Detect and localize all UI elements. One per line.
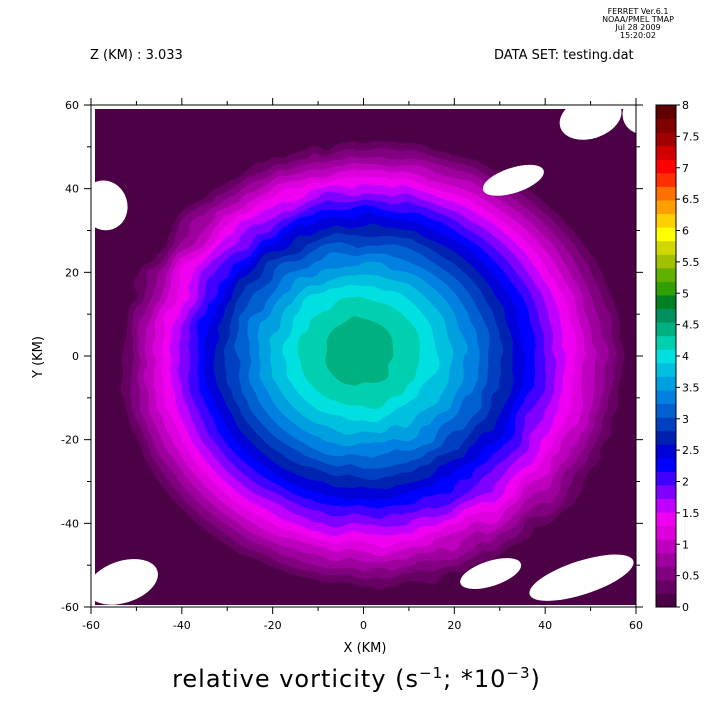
colorbar-swatch [656,118,676,133]
colorbar-swatch [656,240,676,255]
colorbar-swatch [656,403,676,418]
colorbar-swatch [656,308,676,323]
x-axis-label: X (KM) [344,641,387,656]
colorbar-swatch [656,294,676,310]
colorbar-swatch [656,335,676,350]
x-tick-label: 40 [538,619,552,632]
title-exponent-1: −1 [419,664,444,682]
x-tick-label: 0 [360,619,367,632]
colorbar-swatch [656,484,676,499]
title-exponent-2: −3 [506,664,531,682]
undefined-region [529,554,634,601]
colorbar-swatch [656,322,676,337]
colorbar-swatch [656,417,676,432]
colorbar-swatch [656,593,676,608]
colorbar-label: 5 [682,287,689,300]
axes: -60 -40 -20 0 20 40 60 -60 -40 -20 0 20 40 60 [61,98,643,632]
undefined-region [460,558,522,589]
colorbar-swatch [656,457,676,472]
colorbar: 0 0.5 1 1.5 2 2.5 3 3.5 4 4.5 5 5.5 6 6.5 7 7.5 8 [655,99,700,614]
undefined-region [482,164,544,196]
colorbar-label: 6 [682,225,689,238]
colorbar-swatch [656,281,676,296]
x-tick-label: -60 [82,619,100,632]
contour-band [321,319,397,385]
colorbar-swatch [656,227,676,242]
colorbar-swatch [656,430,676,445]
ferret-timestamp: Jul 28 2009 15:20:02 [615,23,661,40]
colorbar-label: 6.5 [682,193,700,206]
colorbar-swatch [656,579,676,594]
x-tick-label: 20 [447,619,461,632]
colorbar-label: 4 [682,350,689,363]
colorbar-label: 7.5 [682,130,700,143]
y-tick-label: 0 [72,350,79,363]
dataset-label: DATA SET: testing.dat [494,48,634,63]
colorbar-swatch [656,362,676,377]
colorbar-label: 7 [682,162,689,175]
title-text: relative vorticity (s [172,665,420,693]
ferret-org: NOAA/PMEL TMAP [602,15,674,24]
colorbar-label: 2.5 [682,444,700,457]
colorbar-label: 3.5 [682,381,700,394]
y-axis-label: Y (KM) [31,336,46,379]
colorbar-swatch [656,186,676,201]
colorbar-swatch [656,199,676,215]
colorbar-swatch [656,471,676,486]
colorbar-swatch [656,512,676,527]
ferret-version: FERRET Ver.6.1 [607,7,669,16]
colorbar-label: 0 [682,601,689,614]
colorbar-label: 2 [682,476,689,489]
y-tick-label: 20 [65,266,79,279]
undefined-region [559,109,622,140]
x-tick-label: -40 [173,619,191,632]
colorbar-label: 8 [682,99,689,112]
y-tick-label: 40 [65,183,79,196]
colorbar-label: 0.5 [682,570,700,583]
colorbar-swatch [656,389,676,404]
colorbar-label: 4.5 [682,319,700,332]
colorbar-swatch [656,498,676,513]
z-level-label: Z (KM) : 3.033 [90,48,183,63]
colorbar-swatch [656,349,676,364]
title-end: ) [530,665,541,693]
colorbar-swatch [656,145,676,160]
colorbar-swatch [656,525,676,540]
colorbar-swatch [656,566,676,581]
undefined-region [95,559,158,605]
y-tick-label: 60 [65,99,79,112]
y-tick-label: -40 [61,517,79,530]
colorbar-label: 3 [682,413,689,426]
colorbar-swatch [656,444,676,459]
plot-area [95,109,636,605]
y-tick-label: -60 [61,601,79,614]
colorbar-label: 5.5 [682,256,700,269]
y-tick-label: -20 [61,434,79,447]
undefined-region [622,109,636,135]
colorbar-swatch [656,213,676,228]
chart-title: relative vorticity (s−1; *10−3) [0,664,713,693]
undefined-region [95,180,128,231]
colorbar-swatch [656,172,676,187]
contour-field [95,109,636,605]
colorbar-swatch [656,267,676,282]
x-tick-label: -20 [264,619,282,632]
colorbar-swatch [656,254,676,269]
colorbar-swatch [656,539,676,554]
contour-bands [120,141,623,586]
colorbar-label: 1.5 [682,507,700,520]
colorbar-swatch [656,376,676,391]
x-tick-label: 60 [629,619,643,632]
colorbar-swatch [656,159,676,174]
title-mid: ; *10 [443,665,507,693]
colorbar-swatch [656,552,676,567]
colorbar-swatch [656,105,676,120]
colorbar-label: 1 [682,538,689,551]
colorbar-swatch [656,132,676,147]
